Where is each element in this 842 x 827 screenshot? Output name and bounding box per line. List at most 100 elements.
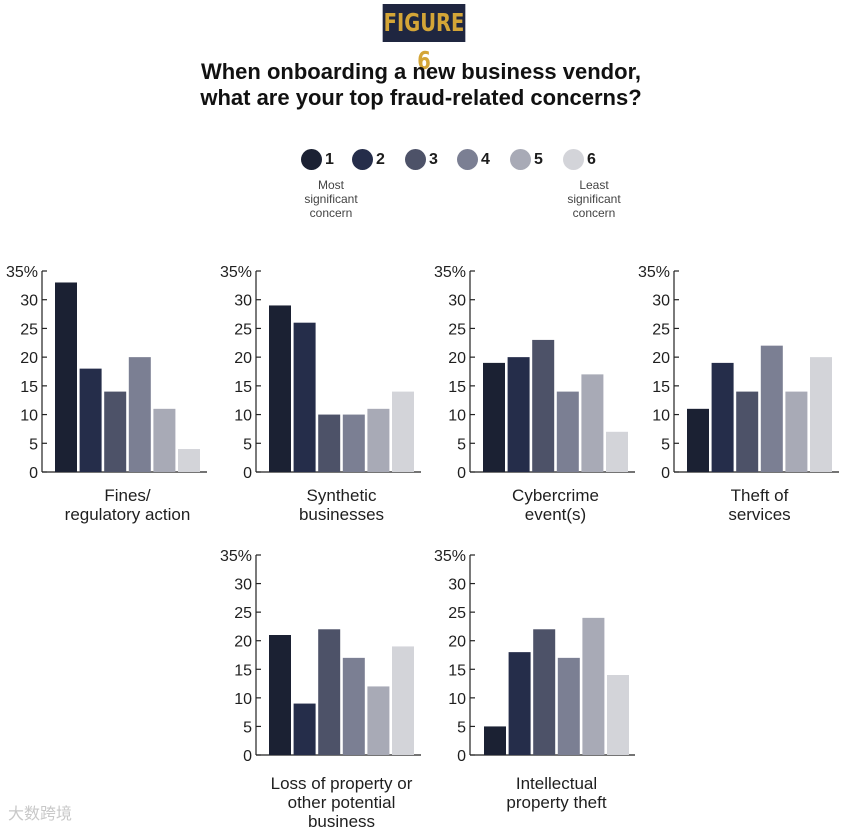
legend-label-6: 6 [587,151,596,168]
y-tick-label: 35% [6,264,38,281]
bar-chart-2: 0 5 10 15 20 25 30 35% Synthetic businesses [220,264,421,524]
bar-2 [79,368,102,472]
legend-swatch-4 [457,149,478,170]
legend-note-least: Least significant concern [549,178,639,220]
y-tick-label: 35% [434,548,466,565]
legend-label-1: 1 [325,151,334,168]
bar-1 [687,408,709,472]
y-tick-label: 10 [448,691,466,708]
y-tick-label: 5 [243,436,252,453]
legend-swatch-6 [563,149,584,170]
y-tick-label: 25 [20,321,38,338]
bar-chart-3: 0 5 10 15 20 25 30 35% Cybercrime event(s) [434,264,635,524]
bar-2 [293,703,316,755]
bar-chart-4: 0 5 10 15 20 25 30 35% Theft of services [638,264,839,524]
bar-4 [342,414,365,472]
y-tick-label: 10 [652,408,670,425]
y-tick-label: 10 [448,408,466,425]
y-tick-label: 20 [234,350,252,367]
bar-6 [606,431,628,472]
y-tick-label: 30 [652,293,670,310]
legend-label-5: 5 [534,151,543,168]
y-tick-label: 10 [234,691,252,708]
chart-category-label: Theft of services [728,486,790,524]
legend-label-2: 2 [376,151,385,168]
figure-badge: FIGURE 6 [382,4,466,75]
y-tick-label: 5 [457,719,466,736]
bar-1 [269,635,291,755]
y-tick-label: 0 [29,465,38,482]
title-line-2: what are your top fraud-related concerns… [200,85,642,110]
bar-1 [269,305,291,472]
chart-category-label: Loss of property or other potential busine… [271,774,413,827]
legend-note-most: Most significant concern [286,178,376,220]
y-tick-label: 20 [448,350,466,367]
y-tick-label: 15 [20,379,38,396]
y-tick-label: 0 [243,748,252,765]
y-tick-label: 20 [652,350,670,367]
bar-4 [128,357,151,472]
bar-4 [557,657,580,755]
bar-4 [342,657,365,755]
legend-swatch-1 [301,149,322,170]
bar-6 [607,675,629,755]
bar-5 [785,391,808,472]
bar-6 [392,646,414,755]
y-tick-label: 15 [448,662,466,679]
y-tick-label: 0 [457,465,466,482]
y-tick-label: 25 [234,605,252,622]
bar-1 [483,362,505,472]
y-tick-label: 35% [638,264,670,281]
legend-label-4: 4 [481,151,490,168]
y-tick-label: 30 [234,293,252,310]
bar-3 [318,629,341,755]
legend-swatch-3 [405,149,426,170]
bar-4 [760,345,783,472]
y-tick-label: 10 [20,408,38,425]
note-most-line-1: Most [317,178,344,192]
bar-3 [532,339,555,472]
chart-category-label: Intellectual property theft [506,774,606,812]
y-tick-label: 25 [234,321,252,338]
chart-category-label: Synthetic businesses [299,486,384,524]
bar-chart-5: 0 5 10 15 20 25 30 35% Loss of property or other … [220,548,421,827]
bar-4 [556,391,579,472]
legend-label-3: 3 [429,151,438,168]
chart-category-label: Cybercrime event(s) [512,486,599,524]
bar-chart-6: 0 5 10 15 20 25 30 35% Intellectual property thef… [434,548,635,812]
bar-1 [55,282,77,472]
bar-3 [736,391,759,472]
bar-3 [318,414,341,472]
watermark: 大数跨境 [8,806,73,823]
bar-2 [507,357,530,472]
y-tick-label: 25 [448,605,466,622]
bar-chart-1: 0 5 10 15 20 25 30 35% Fines/regulatory action [6,264,207,524]
bar-5 [367,408,390,472]
y-tick-label: 15 [448,379,466,396]
y-tick-label: 5 [29,436,38,453]
note-most-line-3: concern [309,206,353,220]
y-tick-label: 30 [234,577,252,594]
bar-2 [711,362,734,472]
y-tick-label: 30 [448,293,466,310]
bar-5 [367,686,390,755]
legend-swatch-5 [510,149,531,170]
bar-6 [392,391,414,472]
y-tick-label: 35% [220,264,252,281]
y-tick-label: 35% [220,548,252,565]
bar-2 [508,652,531,755]
note-least-line-1: Least [579,178,609,192]
y-tick-label: 5 [661,436,670,453]
y-tick-label: 5 [243,719,252,736]
y-tick-label: 5 [457,436,466,453]
y-tick-label: 25 [652,321,670,338]
y-tick-label: 20 [20,350,38,367]
chart-title: When onboarding a new business vendor, w… [0,59,842,111]
note-least-line-2: significant [567,192,621,206]
bar-5 [153,408,176,472]
bar-6 [178,449,200,472]
y-tick-label: 30 [20,293,38,310]
y-tick-label: 0 [661,465,670,482]
y-tick-label: 25 [448,321,466,338]
y-tick-label: 0 [457,748,466,765]
